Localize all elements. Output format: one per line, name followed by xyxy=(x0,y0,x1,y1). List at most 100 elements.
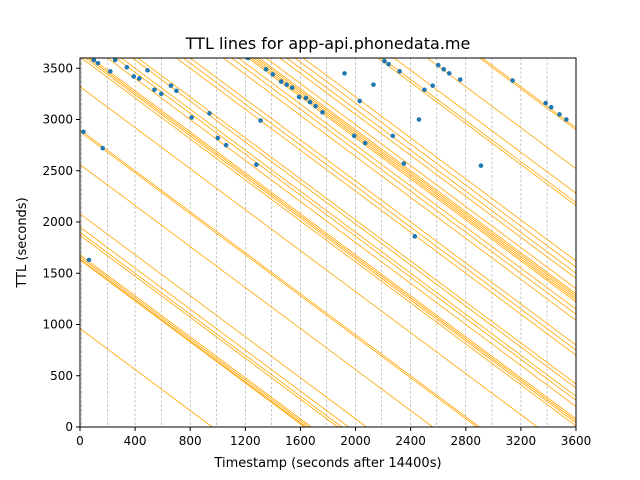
ttl-line xyxy=(80,213,367,427)
ttl-line xyxy=(247,58,576,303)
ttl-line xyxy=(252,58,576,299)
ttl-point xyxy=(320,110,325,115)
ttl-point xyxy=(100,145,106,151)
ttl-line xyxy=(80,131,478,427)
ttl-point xyxy=(441,66,447,72)
ttl-point xyxy=(215,135,221,141)
ttl-point xyxy=(145,68,150,73)
ttl-point xyxy=(284,82,289,87)
y-tick-label: 500 xyxy=(50,369,73,383)
ttl-line xyxy=(80,231,343,427)
ttl-point xyxy=(112,58,118,63)
ttl-point xyxy=(457,77,463,82)
ttl-line xyxy=(265,58,576,290)
ttl-point xyxy=(430,83,436,88)
x-tick-label: 0 xyxy=(76,434,84,448)
ttl-line xyxy=(393,58,576,194)
y-tick-label: 2000 xyxy=(42,215,73,229)
ttl-line xyxy=(87,58,576,422)
x-tick-label: 2800 xyxy=(451,434,482,448)
ttl-point xyxy=(223,142,229,148)
ttl-line xyxy=(478,58,576,131)
ttl-points xyxy=(81,58,569,263)
y-axis: 0 500 1000 1500 2000 2500 3000 3500 xyxy=(42,61,80,434)
ttl-point xyxy=(95,60,101,66)
ttl-point xyxy=(131,74,137,79)
ttl-line xyxy=(90,58,576,420)
ttl-point xyxy=(189,115,194,120)
x-tick-label: 2000 xyxy=(340,434,371,448)
y-tick-label: 1000 xyxy=(42,318,73,332)
ttl-point xyxy=(382,58,387,64)
ttl-point xyxy=(313,103,318,109)
ttl-line xyxy=(80,235,338,427)
ttl-line xyxy=(137,58,576,385)
ttl-point xyxy=(254,162,259,167)
x-axis: 0 400 800 1200 1600 2000 2400 2800 3200 3600 xyxy=(76,427,591,448)
ttl-point xyxy=(401,161,407,166)
ttl-point xyxy=(307,99,313,105)
ttl-line xyxy=(294,58,576,268)
x-tick-label: 1600 xyxy=(285,434,316,448)
y-tick-label: 0 xyxy=(65,420,73,434)
y-axis-label: TTL (seconds) xyxy=(15,197,30,288)
ttl-point xyxy=(168,83,174,88)
ttl-point xyxy=(446,71,452,76)
ttl-point xyxy=(342,71,347,76)
ttl-point xyxy=(397,69,402,74)
ttl-line xyxy=(106,58,576,407)
ttl-point xyxy=(270,72,276,77)
ttl-point xyxy=(564,117,569,122)
x-tick-label: 3600 xyxy=(561,434,592,448)
ttl-line xyxy=(80,226,349,427)
y-tick-label: 1500 xyxy=(42,266,73,280)
ttl-point xyxy=(416,117,422,122)
y-tick-label: 3000 xyxy=(42,113,73,127)
ttl-line xyxy=(80,58,576,427)
ttl-point xyxy=(510,78,515,83)
ttl-point xyxy=(371,82,376,87)
ttl-point xyxy=(263,66,269,72)
ttl-point xyxy=(386,61,391,67)
ttl-point xyxy=(362,140,368,146)
ttl-line xyxy=(426,58,576,170)
y-tick-label: 2500 xyxy=(42,164,73,178)
ttl-line xyxy=(222,58,576,321)
ttl-point xyxy=(81,129,86,135)
ttl-line xyxy=(80,86,538,427)
ttl-point xyxy=(152,87,157,93)
ttl-line xyxy=(80,258,307,427)
ttl-point xyxy=(296,94,302,100)
ttl-lines xyxy=(80,58,576,427)
ttl-line xyxy=(182,58,576,351)
ttl-point xyxy=(124,64,130,70)
ttl-line xyxy=(237,58,576,310)
ttl-point xyxy=(245,58,251,61)
ttl-point xyxy=(86,257,92,263)
ttl-point xyxy=(357,98,362,104)
ttl-line xyxy=(302,58,576,262)
plot-frame xyxy=(79,57,577,428)
ttl-line xyxy=(80,129,480,427)
ttl-line xyxy=(80,164,433,427)
y-tick-label: 3500 xyxy=(42,61,73,75)
chart-title: TTL lines for app-api.phonedata.me xyxy=(185,34,471,53)
ttl-line xyxy=(80,328,213,427)
x-tick-label: 1200 xyxy=(230,434,261,448)
ttl-point xyxy=(548,104,554,110)
ttl-point xyxy=(543,100,548,106)
ttl-line xyxy=(189,58,576,346)
ttl-point xyxy=(351,133,357,139)
ttl-line xyxy=(255,58,576,297)
ttl-line xyxy=(481,58,576,129)
ttl-point xyxy=(174,88,179,94)
ttl-point xyxy=(478,163,484,168)
ttl-line xyxy=(285,58,576,274)
ttl-point xyxy=(435,62,441,68)
ttl-point xyxy=(289,85,295,91)
ttl-point xyxy=(258,118,263,123)
ttl-point xyxy=(136,76,142,81)
ttl-line xyxy=(80,254,312,427)
ttl-line xyxy=(84,58,576,424)
